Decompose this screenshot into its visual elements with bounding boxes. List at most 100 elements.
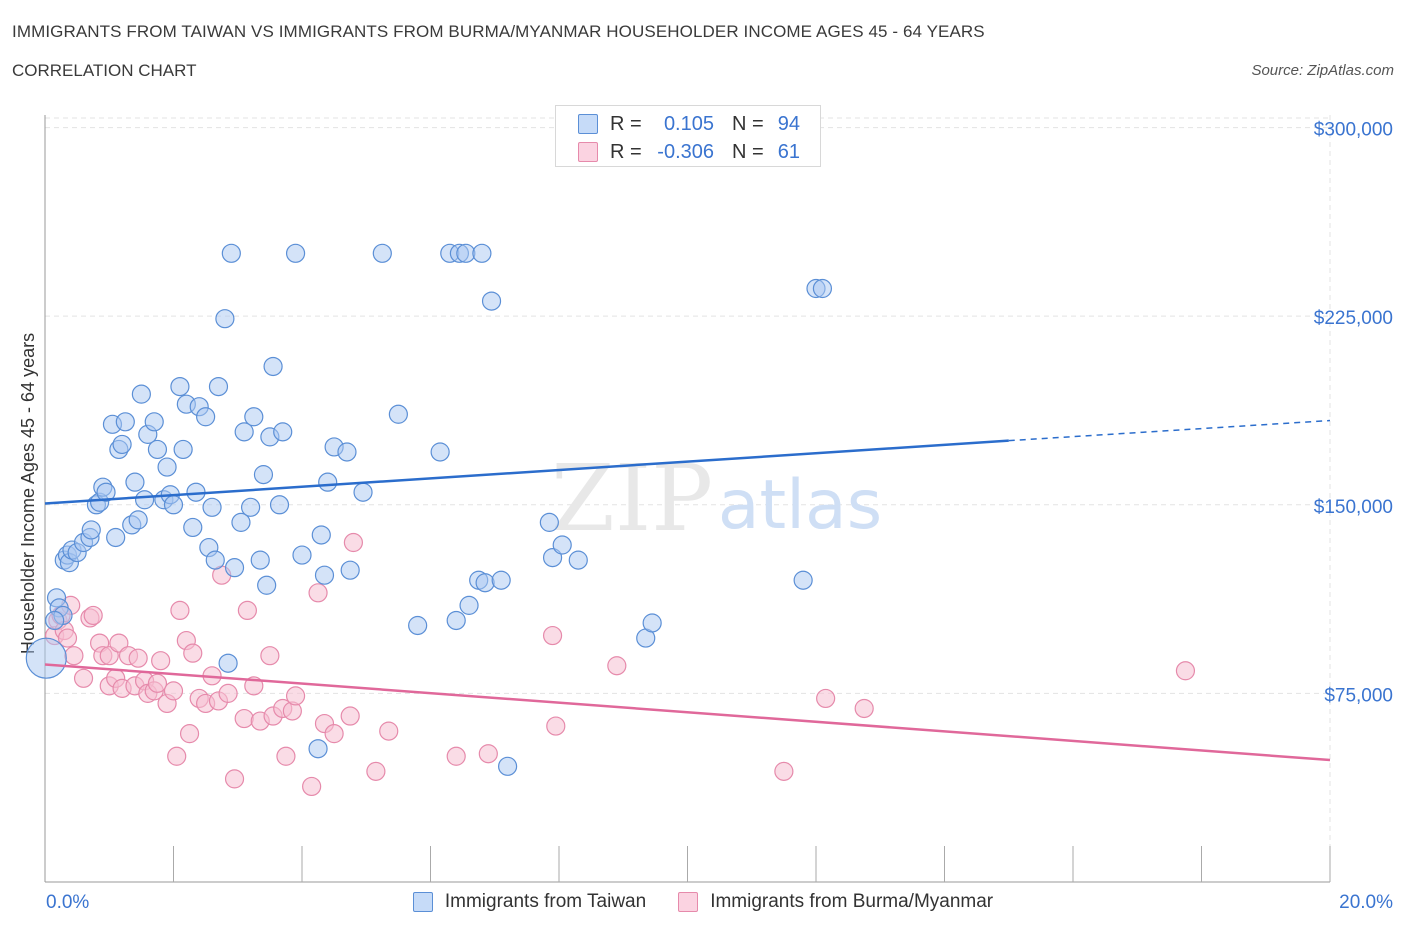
taiwan-point [430,442,450,462]
burma-point [151,651,171,671]
taiwan-point [131,384,151,404]
burma-point [446,746,466,766]
taiwan-point [144,412,164,432]
taiwan-point [196,407,216,427]
taiwan-point [25,637,67,679]
taiwan-point [205,550,225,570]
taiwan-point [115,412,135,432]
burma-point [183,643,203,663]
taiwan-point [337,442,357,462]
burma-point [379,721,399,741]
taiwan-point [250,550,270,570]
burma-point [854,698,874,719]
taiwan-point [459,595,479,615]
taiwan-point [170,376,190,397]
taiwan-point [221,243,241,263]
burma-point [234,708,254,729]
taiwan-point [173,439,193,460]
taiwan-point [269,495,290,515]
taiwan-point [157,457,177,477]
burma-point [179,724,200,744]
legend-r-value: -0.306 [657,140,714,163]
burma-point [163,681,184,701]
y-tick-label: $225,000 [1314,308,1393,329]
burma-point [276,746,296,766]
burma-point [64,646,84,666]
taiwan-point [642,613,662,633]
taiwan-point [472,243,492,263]
taiwan-point [481,291,502,311]
burma-point [128,648,148,668]
taiwan-point [372,243,392,263]
burma-point [478,744,498,764]
legend-item-burma: Immigrants from Burma/Myanmar [678,891,993,913]
taiwan-point [308,739,328,759]
taiwan-point [475,573,495,593]
burma-point [147,673,168,693]
source-label: Source: ZipAtlas.com [1251,62,1394,79]
burma-point [816,688,836,709]
chart-subtitle: CORRELATION CHART [12,61,197,80]
axes [44,115,1331,883]
legend-row-burma: R = -0.306 N = 61 [578,139,800,165]
watermark: ZIP atlas [551,445,882,552]
taiwan-point [552,535,572,555]
taiwan-point [263,356,283,377]
taiwan-point [234,422,254,442]
series-burma-points [45,532,1196,797]
legend-swatch-taiwan [412,892,433,912]
taiwan-point [202,497,222,517]
taiwan-point [257,575,277,595]
taiwan-point [253,465,274,485]
burma-point [607,656,627,676]
legend-n-value: 94 [777,112,800,135]
legend-swatch-burma [678,892,699,912]
trend-lines [44,419,1331,762]
taiwan-point [163,495,184,515]
taiwan-point [340,560,360,580]
burma-point [73,668,94,688]
taiwan-point [456,243,476,263]
taiwan-point [314,565,335,585]
burma-point [302,776,322,797]
taiwan-point [318,472,338,492]
taiwan-point [273,422,293,442]
burma-point [774,761,794,781]
y-tick-label: $75,000 [1324,685,1393,706]
burma-point [343,532,363,553]
stats-legend: R = 0.105 N = 94 R = -0.306 N = 61 [555,105,821,167]
legend-n-label: N = [732,140,764,163]
taiwan-point [224,558,245,578]
legend-swatch-burma [578,142,598,162]
burma-point [57,628,78,648]
burma-point [1175,661,1196,681]
taiwan-point [285,243,306,263]
burma-point [542,625,563,646]
taiwan-point [45,610,65,631]
legend-label-taiwan: Immigrants from Taiwan [444,891,647,912]
x-tick-labels: 0.0% 20.0% [46,892,1393,913]
taiwan-point [215,309,235,329]
taiwan-point [568,550,588,570]
burma-trend-line [44,663,1331,762]
series-legend: Immigrants from Taiwan Immigrants from B… [0,888,1406,916]
taiwan-point [231,512,251,532]
legend-n-value: 61 [777,140,800,163]
legend-row-taiwan: R = 0.105 N = 94 [578,111,800,137]
taiwan-point [218,653,238,673]
taiwan-point [244,407,264,427]
taiwan-point [183,517,203,538]
taiwan-point [134,490,155,510]
burma-point [285,686,306,706]
burma-point [366,761,386,781]
taiwan-point [311,525,331,545]
x-tick-label: 0.0% [46,892,89,913]
burma-point [167,746,187,766]
chart-title: IMMIGRANTS FROM TAIWAN VS IMMIGRANTS FRO… [12,22,985,41]
taiwan-point [491,570,511,590]
legend-r-label: R = [610,140,642,163]
taiwan-point [539,512,559,532]
taiwan-trend-line [44,439,1009,505]
taiwan-trend-extension [1008,419,1331,442]
